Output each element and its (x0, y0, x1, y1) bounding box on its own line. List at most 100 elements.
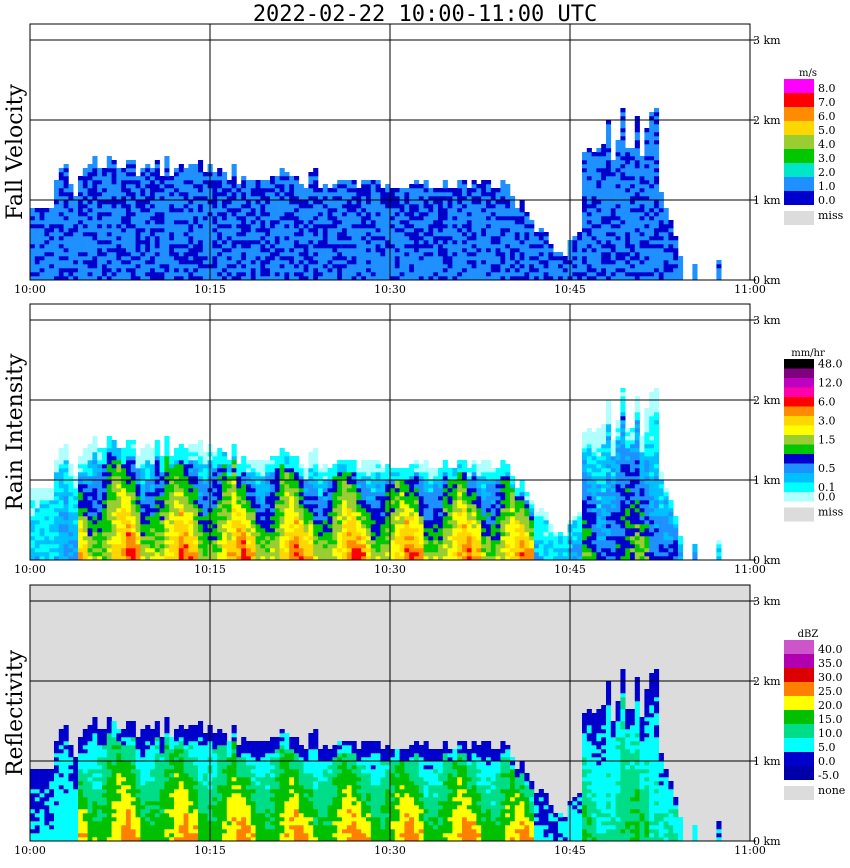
heatmap-cell (164, 516, 170, 521)
heatmap-cell (39, 256, 45, 261)
heatmap-cell (188, 456, 194, 461)
heatmap-cell (193, 464, 199, 469)
heatmap-cell (226, 188, 232, 193)
heatmap-cell (169, 256, 175, 261)
heatmap-cell (246, 248, 252, 253)
heatmap-cell (418, 216, 424, 221)
heatmap-cell (174, 532, 180, 537)
heatmap-cell (265, 272, 271, 277)
heatmap-cell (255, 272, 261, 277)
heatmap-cell (116, 272, 122, 277)
heatmap-cell (135, 548, 141, 553)
heatmap-cell (414, 184, 420, 189)
heatmap-cell (505, 236, 511, 241)
heatmap-cell (92, 232, 98, 237)
heatmap-cell (634, 128, 640, 133)
heatmap-cell (140, 536, 146, 541)
heatmap-cell (193, 268, 199, 273)
heatmap-cell (380, 272, 386, 277)
heatmap-cell (164, 440, 170, 445)
heatmap-cell (231, 272, 237, 277)
heatmap-cell (265, 544, 271, 549)
heatmap-cell (625, 236, 631, 241)
heatmap-cell (188, 264, 194, 269)
heatmap-cell (644, 220, 650, 225)
heatmap-cell (294, 260, 300, 265)
heatmap-cell (63, 240, 69, 245)
heatmap-cell (500, 212, 506, 217)
heatmap-cell (212, 220, 218, 225)
heatmap-cell (442, 232, 448, 237)
heatmap-cell (279, 168, 285, 173)
heatmap-cell (601, 212, 607, 217)
heatmap-cell (385, 252, 391, 257)
heatmap-cell (284, 208, 290, 213)
heatmap-cell (610, 184, 616, 189)
heatmap-cell (375, 220, 381, 225)
heatmap-cell (289, 456, 295, 461)
heatmap-cell (164, 204, 170, 209)
heatmap-cell (87, 252, 93, 257)
heatmap-cell (514, 236, 520, 241)
heatmap-cell (289, 204, 295, 209)
heatmap-cell (39, 272, 45, 277)
heatmap-cell (423, 236, 429, 241)
heatmap-cell (188, 468, 194, 473)
heatmap-cell (217, 184, 223, 189)
heatmap-cell (63, 492, 69, 497)
heatmap-cell (294, 276, 300, 281)
heatmap-cell (322, 276, 328, 281)
heatmap-cell (236, 476, 242, 481)
heatmap-cell (250, 196, 256, 201)
heatmap-cell (226, 180, 232, 185)
heatmap-cell (54, 524, 60, 529)
heatmap-cell (519, 244, 525, 249)
heatmap-cell (174, 244, 180, 249)
heatmap-cell (337, 240, 343, 245)
heatmap-cell (481, 204, 487, 209)
heatmap-cell (159, 176, 165, 181)
heatmap-cell (246, 220, 252, 225)
heatmap-cell (505, 200, 511, 205)
heatmap-cell (159, 508, 165, 513)
heatmap-cell (380, 268, 386, 273)
heatmap-cell (366, 268, 372, 273)
heatmap-cell (222, 556, 228, 561)
heatmap-cell (198, 528, 204, 533)
heatmap-cell (466, 272, 472, 277)
heatmap-cell (457, 220, 463, 225)
heatmap-cell (433, 192, 439, 197)
heatmap-cell (466, 232, 472, 237)
heatmap-cell (466, 276, 472, 281)
heatmap-cell (241, 496, 247, 501)
heatmap-cell (279, 492, 285, 497)
heatmap-cell (145, 484, 151, 489)
heatmap-cell (82, 204, 88, 209)
heatmap-cell (241, 260, 247, 265)
heatmap-cell (294, 248, 300, 253)
heatmap-cell (668, 252, 674, 257)
heatmap-cell (577, 240, 583, 245)
heatmap-cell (92, 468, 98, 473)
heatmap-cell (313, 192, 319, 197)
heatmap-cell (92, 248, 98, 253)
heatmap-cell (44, 548, 50, 553)
heatmap-cell (188, 492, 194, 497)
heatmap-cell (44, 508, 50, 513)
heatmap-cell (92, 456, 98, 461)
heatmap-cell (236, 544, 242, 549)
heatmap-cell (73, 508, 79, 513)
heatmap-cell (265, 240, 271, 245)
heatmap-cell (274, 200, 280, 205)
heatmap-cell (351, 236, 357, 241)
heatmap-cell (121, 508, 127, 513)
heatmap-cell (596, 256, 602, 261)
heatmap-cell (78, 208, 84, 213)
heatmap-cell (342, 252, 348, 257)
heatmap-cell (102, 452, 108, 457)
heatmap-cell (217, 456, 223, 461)
heatmap-cell (44, 544, 50, 549)
heatmap-cell (601, 228, 607, 233)
heatmap-cell (466, 244, 472, 249)
heatmap-cell (606, 196, 612, 201)
